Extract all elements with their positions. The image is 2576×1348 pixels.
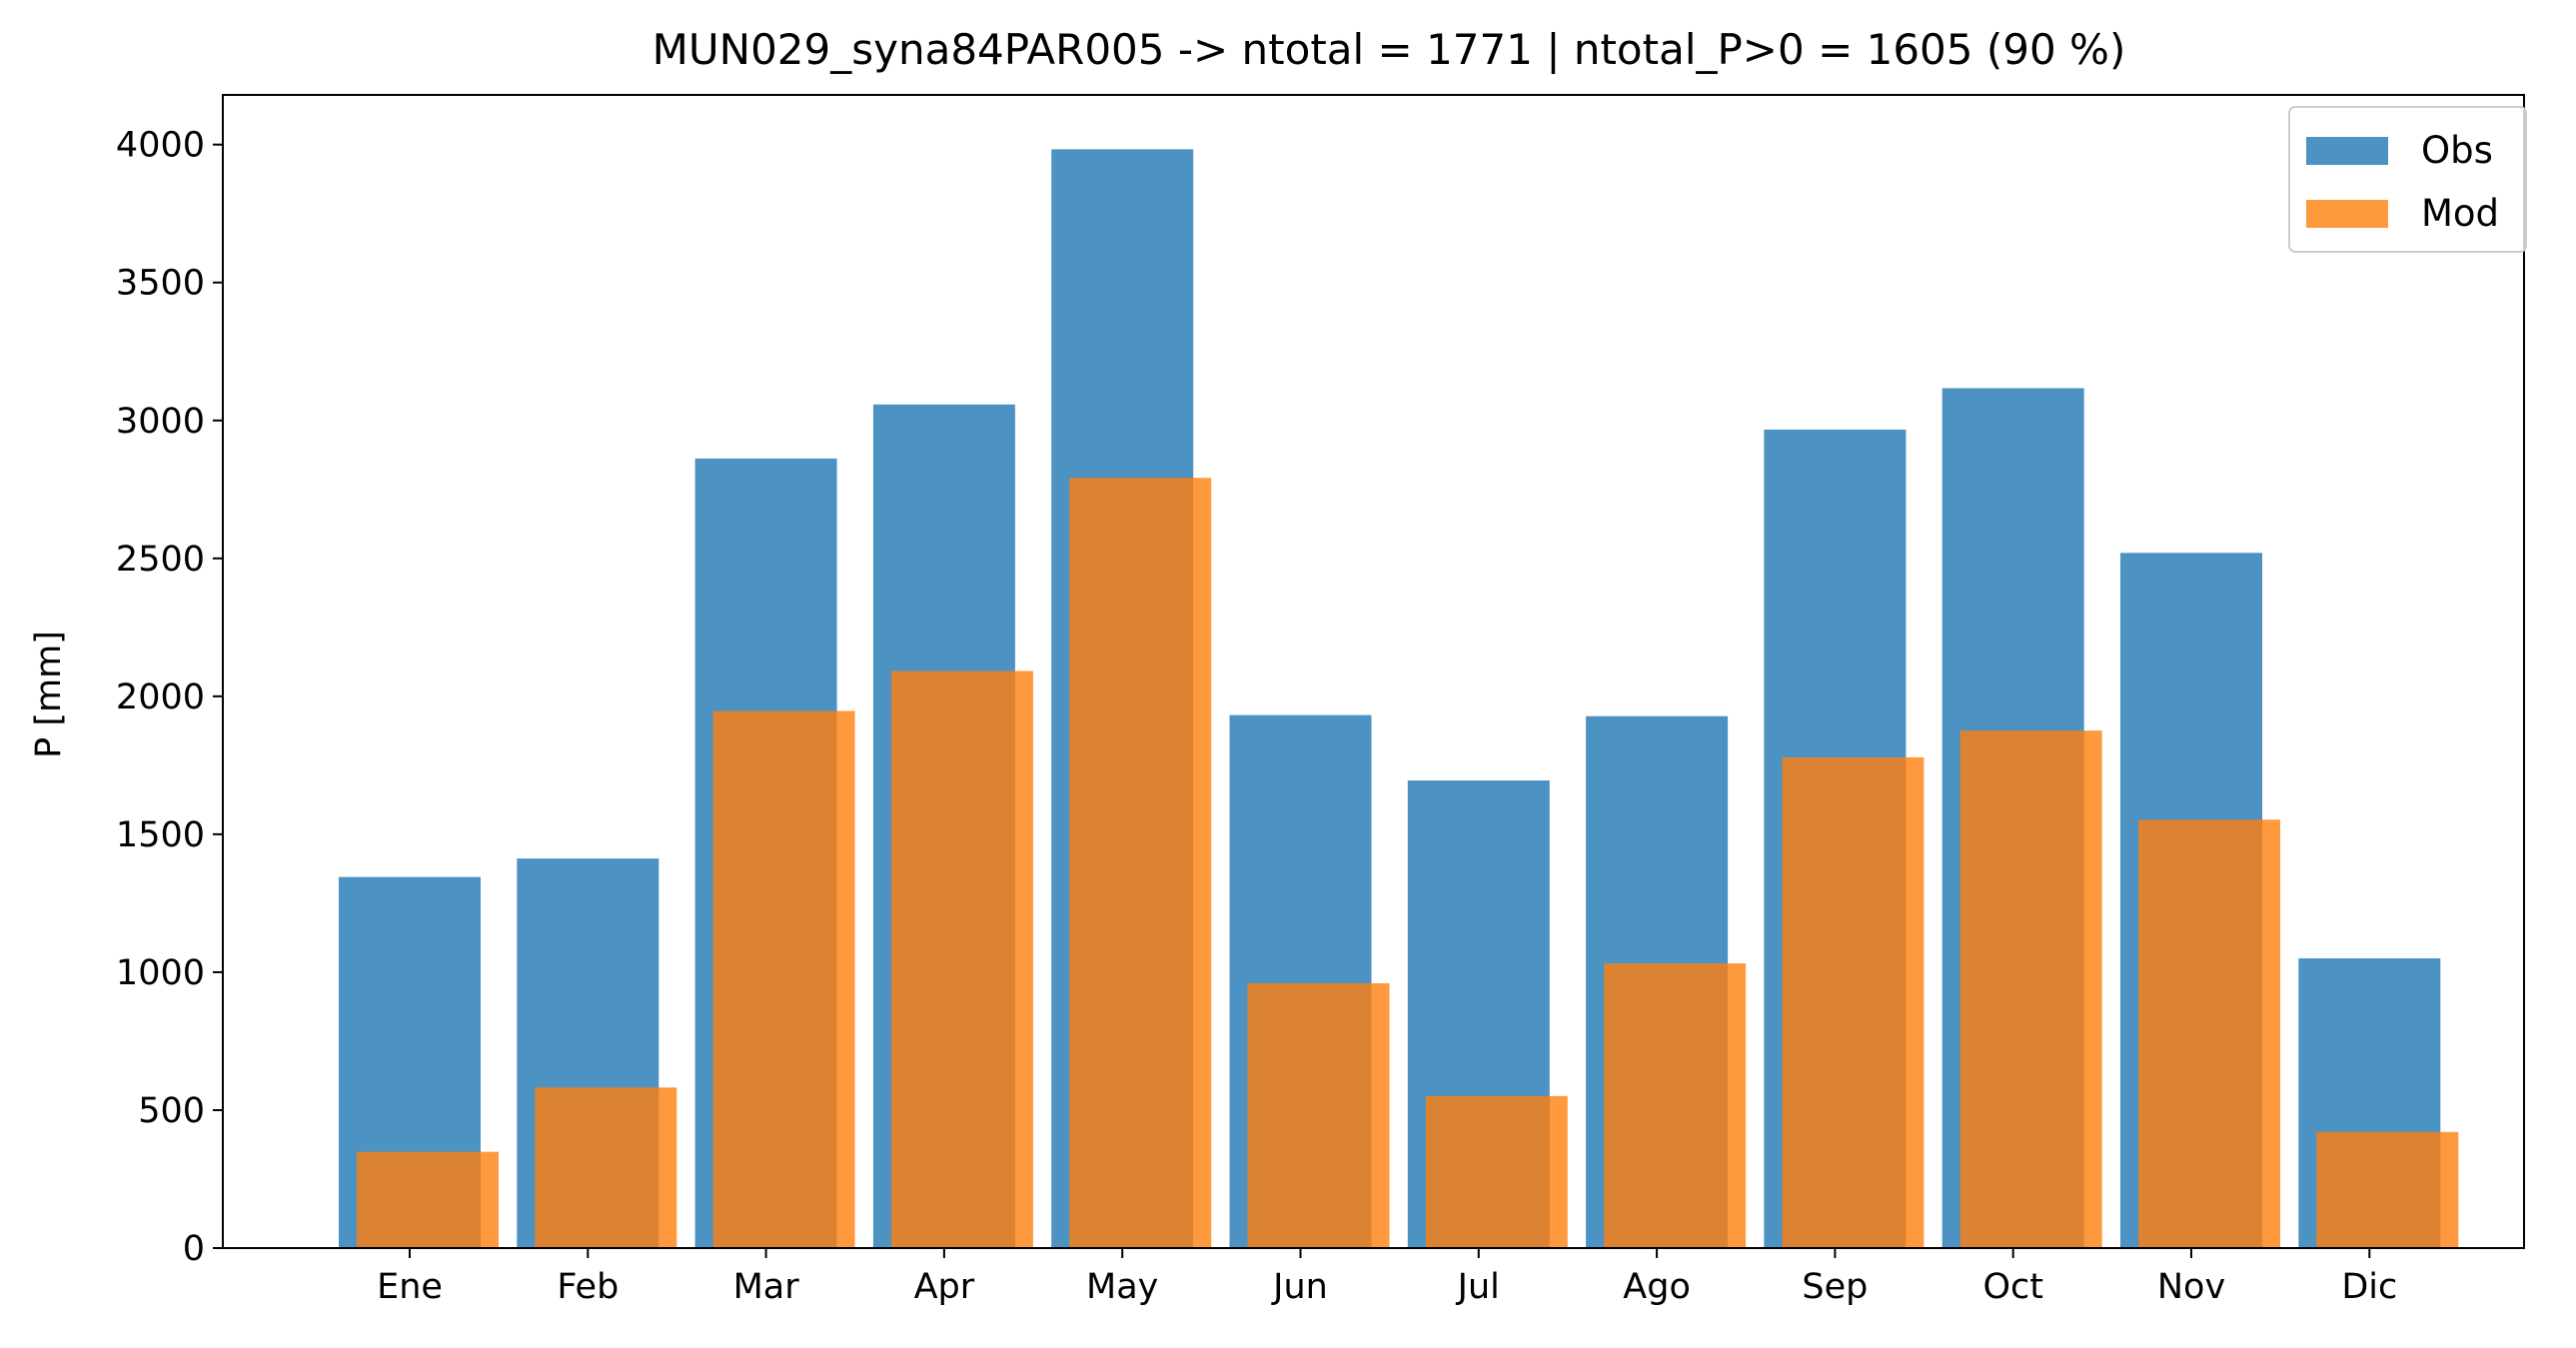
bar-mod-sep xyxy=(1782,756,1925,1248)
legend-swatch-obs xyxy=(2306,137,2388,165)
y-axis-label: P [mm] xyxy=(29,631,69,758)
bar-mod-apr xyxy=(890,671,1033,1248)
legend-swatch-mod xyxy=(2306,200,2388,228)
x-tick-label: Sep xyxy=(1802,1267,1868,1307)
y-tick-label: 500 xyxy=(138,1091,205,1131)
bar-mod-mar xyxy=(712,710,855,1248)
bars-group xyxy=(339,149,2459,1249)
x-tick-label: Nov xyxy=(2157,1267,2225,1307)
x-tick-label: Ene xyxy=(377,1267,443,1307)
y-axis-ticks: 0 500 1000 1500 2000 2500 3000 3500 4000 xyxy=(116,126,223,1269)
bar-mod-jun xyxy=(1247,982,1390,1248)
legend-label-obs: Obs xyxy=(2421,129,2493,172)
bar-mod-oct xyxy=(1959,730,2102,1248)
bar-mod-ago xyxy=(1604,963,1747,1248)
x-tick-label: May xyxy=(1086,1267,1158,1307)
x-tick-label: Dic xyxy=(2341,1267,2397,1307)
legend-label-mod: Mod xyxy=(2421,192,2499,235)
x-tick-label: Apr xyxy=(914,1267,975,1307)
y-tick-label: 1000 xyxy=(116,953,205,993)
y-tick-label: 4000 xyxy=(116,126,205,166)
bar-mod-jul xyxy=(1425,1095,1568,1248)
y-tick-label: 1500 xyxy=(116,815,205,855)
x-tick-label: Jun xyxy=(1271,1267,1328,1307)
bar-mod-nov xyxy=(2138,819,2280,1248)
x-tick-label: Ago xyxy=(1623,1267,1691,1307)
bar-mod-dic xyxy=(2316,1131,2459,1248)
y-tick-label: 3500 xyxy=(116,264,205,304)
bar-mod-ene xyxy=(357,1151,499,1248)
y-tick-label: 0 xyxy=(183,1229,205,1269)
plot-frame xyxy=(222,94,2525,1249)
y-tick-label: 3000 xyxy=(116,402,205,442)
x-tick-label: Oct xyxy=(1982,1267,2043,1307)
x-tick-label: Jul xyxy=(1456,1267,1500,1307)
legend: Obs Mod xyxy=(2288,106,2527,253)
y-tick-label: 2000 xyxy=(116,677,205,717)
y-tick-label: 2500 xyxy=(116,540,205,580)
x-axis-ticks: Ene Feb Mar Apr May Jun Jul Ago Sep Oct Nov Dic xyxy=(377,1248,2397,1307)
x-tick-label: Mar xyxy=(733,1267,800,1307)
bar-mod-may xyxy=(1069,478,1212,1248)
bar-mod-feb xyxy=(535,1087,677,1248)
chart-title: MUN029_syna84PAR005 -> ntotal = 1771 | n… xyxy=(652,25,2126,74)
x-tick-label: Feb xyxy=(557,1267,619,1307)
